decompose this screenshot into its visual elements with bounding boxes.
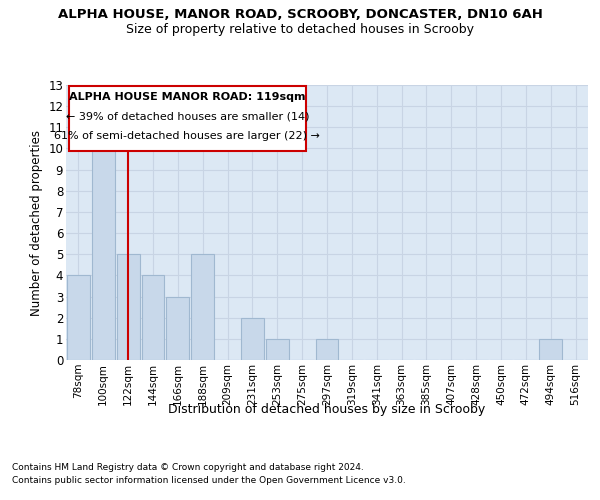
Bar (117, 254, 140, 360)
Text: Size of property relative to detached houses in Scrooby: Size of property relative to detached ho… (126, 22, 474, 36)
Bar (266, 339, 289, 360)
Text: ALPHA HOUSE, MANOR ROAD, SCROOBY, DONCASTER, DN10 6AH: ALPHA HOUSE, MANOR ROAD, SCROOBY, DONCAS… (58, 8, 542, 20)
Bar (539, 339, 562, 360)
Bar (142, 276, 164, 360)
Bar (67, 276, 90, 360)
Y-axis label: Number of detached properties: Number of detached properties (29, 130, 43, 316)
Text: ALPHA HOUSE MANOR ROAD: 119sqm: ALPHA HOUSE MANOR ROAD: 119sqm (69, 92, 305, 102)
FancyBboxPatch shape (68, 86, 306, 151)
Bar (166, 296, 189, 360)
Text: Contains HM Land Registry data © Crown copyright and database right 2024.: Contains HM Land Registry data © Crown c… (12, 462, 364, 471)
Text: 61% of semi-detached houses are larger (22) →: 61% of semi-detached houses are larger (… (55, 131, 320, 141)
Bar (316, 339, 338, 360)
Text: Distribution of detached houses by size in Scrooby: Distribution of detached houses by size … (169, 402, 485, 415)
Bar (241, 318, 264, 360)
Text: ← 39% of detached houses are smaller (14): ← 39% of detached houses are smaller (14… (65, 112, 309, 122)
Bar (191, 254, 214, 360)
Text: Contains public sector information licensed under the Open Government Licence v3: Contains public sector information licen… (12, 476, 406, 485)
Bar (92, 128, 115, 360)
